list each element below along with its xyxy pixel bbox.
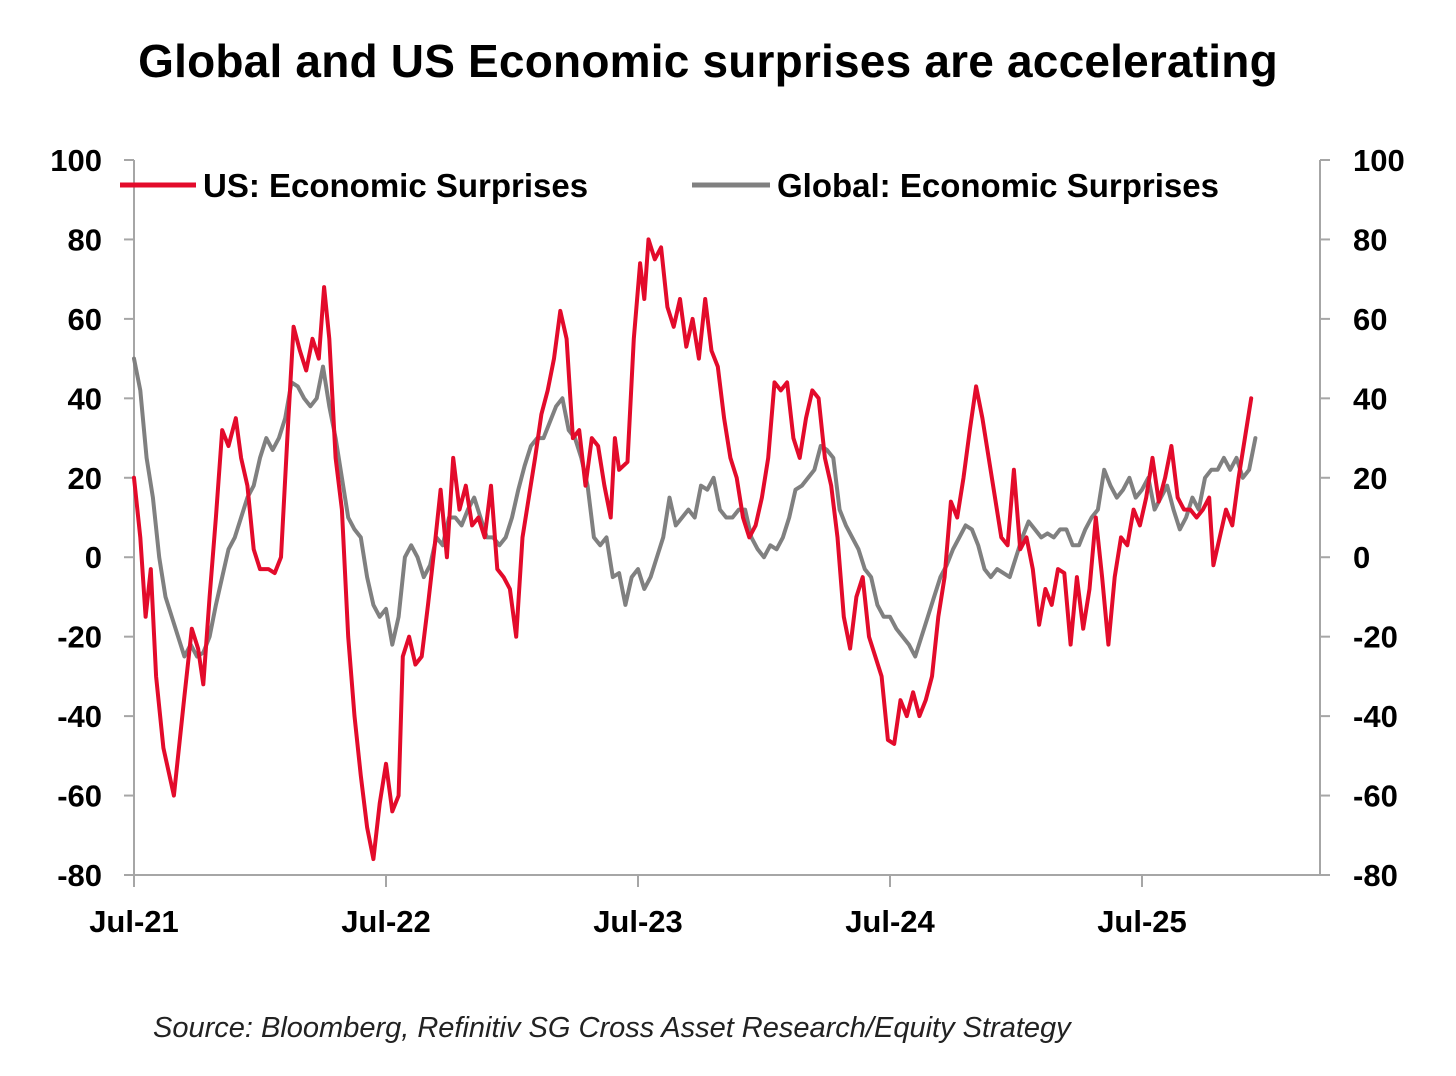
x-tick-label: Jul-21 (89, 904, 179, 939)
legend: US: Economic Surprises Global: Economic S… (120, 167, 1219, 204)
y-tick-label-left: 60 (68, 302, 102, 337)
y-tick-label-right: 0 (1353, 540, 1370, 575)
y-tick-label-left: 20 (68, 461, 102, 496)
x-tick-label: Jul-22 (341, 904, 431, 939)
global-economic-surprises-line (132, 356, 1258, 659)
y-tick-label-right: -20 (1353, 620, 1398, 655)
y-tick-label-right: -80 (1353, 858, 1398, 893)
y-tick-label-left: 100 (50, 143, 102, 178)
chart-title: Global and US Economic surprises are acc… (138, 35, 1278, 87)
axes: 100 100 80 80 60 60 40 40 20 20 0 0 -20 -20 -40 -40 -60 -… (50, 143, 1404, 939)
y-tick-label-left: -80 (57, 858, 102, 893)
source-note: Source: Bloomberg, Refinitiv SG Cross As… (153, 1012, 1071, 1044)
y-tick-label-right: 20 (1353, 461, 1387, 496)
y-tick-label-right: 60 (1353, 302, 1387, 337)
y-tick-label-left: 0 (85, 540, 102, 575)
x-tick-label: Jul-24 (845, 904, 935, 939)
chart-plot: 100 100 80 80 60 60 40 40 20 20 0 0 -20 -20 -40 -40 -60 -… (50, 143, 1404, 939)
y-tick-label-left: 40 (68, 381, 102, 416)
us-economic-surprises-line (132, 237, 1254, 862)
x-tick-label: Jul-25 (1097, 904, 1187, 939)
y-tick-label-left: -40 (57, 699, 102, 734)
y-tick-label-right: -40 (1353, 699, 1398, 734)
legend-label-global: Global: Economic Surprises (777, 167, 1219, 204)
legend-label-us: US: Economic Surprises (203, 167, 588, 204)
y-tick-label-right: 80 (1353, 222, 1387, 257)
y-tick-label-right: 40 (1353, 381, 1387, 416)
series-lines (132, 237, 1258, 862)
y-tick-label-left: -60 (57, 779, 102, 814)
y-tick-label-left: 80 (68, 222, 102, 257)
x-tick-label: Jul-23 (593, 904, 683, 939)
y-tick-label-left: -20 (57, 620, 102, 655)
y-tick-label-right: 100 (1353, 143, 1405, 178)
y-tick-label-right: -60 (1353, 779, 1398, 814)
